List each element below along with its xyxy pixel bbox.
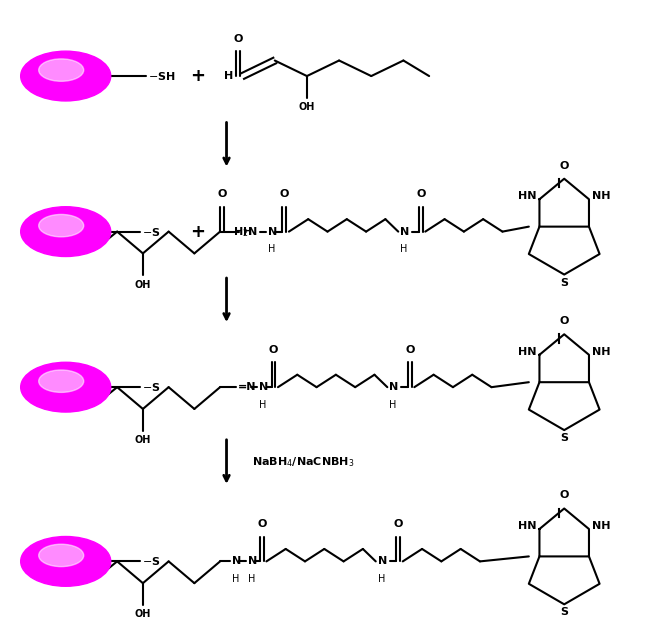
Text: HN: HN [517,521,536,531]
Text: $-$S: $-$S [141,226,160,238]
Text: S: S [560,433,568,443]
Text: O: O [559,161,569,171]
Text: H: H [248,574,255,584]
Text: HN: HN [517,191,536,201]
Text: $-$S: $-$S [141,556,160,568]
Text: H: H [378,574,385,584]
Text: H$_2$N: H$_2$N [233,225,258,239]
Text: OH: OH [135,279,151,289]
Text: N: N [400,227,410,237]
Text: H: H [268,244,276,254]
Text: N: N [268,227,278,237]
Text: OH: OH [298,102,315,112]
Text: HN: HN [517,347,536,357]
Text: O: O [217,189,227,199]
Text: O: O [393,519,403,529]
Text: N: N [248,556,257,566]
Text: O: O [280,189,289,199]
Text: H: H [390,399,397,409]
Ellipse shape [39,214,84,237]
Text: =N: =N [238,382,256,392]
Text: NH: NH [592,191,610,201]
Text: H: H [224,71,233,81]
Text: O: O [233,34,243,44]
Ellipse shape [39,59,84,81]
Text: S: S [560,608,568,618]
Text: NH: NH [592,521,610,531]
Text: H: H [259,399,267,409]
Text: O: O [257,519,267,529]
Text: H: H [232,574,239,584]
Ellipse shape [21,51,110,101]
Text: NaBH$_4$/NaCNBH$_3$: NaBH$_4$/NaCNBH$_3$ [252,455,355,469]
Text: N: N [378,556,387,566]
Text: H: H [400,244,408,254]
Text: O: O [405,345,415,355]
Text: H: H [243,227,252,237]
Ellipse shape [21,207,110,256]
Text: N: N [390,382,399,392]
Text: $-$SH: $-$SH [148,70,176,82]
Text: N: N [259,382,269,392]
Text: +: + [190,67,205,85]
Text: O: O [269,345,278,355]
Ellipse shape [39,544,84,567]
Text: O: O [559,316,569,326]
Text: OH: OH [135,609,151,619]
Text: $-$S: $-$S [141,381,160,393]
Ellipse shape [21,536,110,586]
Text: NH: NH [592,347,610,357]
Ellipse shape [21,362,110,412]
Text: O: O [416,189,426,199]
Ellipse shape [39,370,84,392]
Text: N: N [232,556,241,566]
Text: S: S [560,278,568,288]
Text: +: + [190,222,205,241]
Text: O: O [559,491,569,501]
Text: OH: OH [135,435,151,445]
